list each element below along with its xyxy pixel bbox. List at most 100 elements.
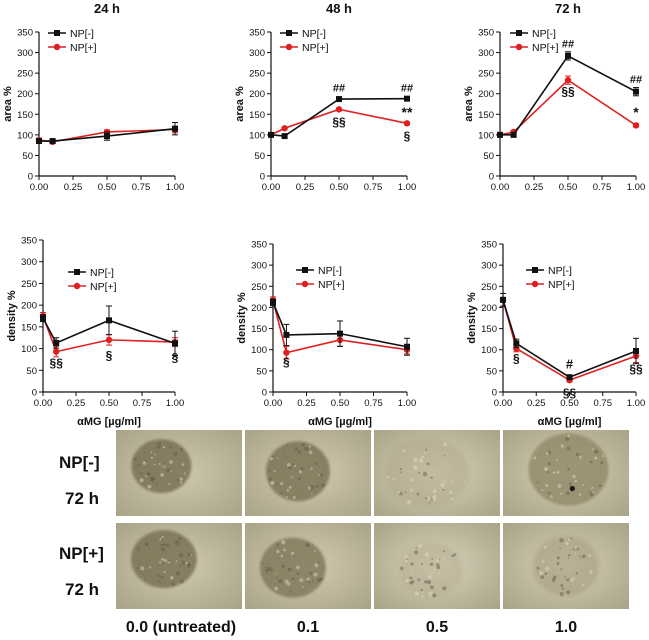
texture-speck bbox=[406, 558, 408, 561]
texture-speck bbox=[157, 444, 160, 447]
y-tick-label: 300 bbox=[17, 48, 33, 59]
data-point-np-plus bbox=[513, 345, 520, 352]
texture-speck bbox=[539, 570, 544, 576]
texture-speck bbox=[292, 463, 295, 466]
x-tick-label: 0.50 bbox=[331, 398, 350, 409]
texture-speck bbox=[316, 578, 321, 583]
y-tick-label: 0 bbox=[489, 172, 494, 183]
texture-speck bbox=[405, 559, 409, 563]
data-point-np-minus bbox=[40, 315, 46, 322]
data-point-np-minus bbox=[53, 339, 60, 346]
texture-speck bbox=[169, 470, 172, 473]
texture-speck bbox=[185, 561, 188, 565]
data-point-np-minus bbox=[172, 125, 178, 132]
texture-speck bbox=[309, 571, 313, 576]
texture-speck bbox=[560, 444, 565, 448]
texture-speck bbox=[148, 473, 151, 476]
y-tick-label: 100 bbox=[249, 130, 265, 141]
texture-speck bbox=[310, 467, 313, 470]
texture-speck bbox=[307, 581, 311, 584]
data-point-np-minus bbox=[633, 347, 639, 354]
legend-marker bbox=[53, 43, 61, 51]
significance-marker: § bbox=[283, 355, 290, 369]
texture-speck bbox=[429, 562, 434, 567]
texture-speck bbox=[275, 483, 278, 486]
y-tick-label: 200 bbox=[478, 89, 494, 100]
texture-speck bbox=[306, 577, 310, 581]
y-tick-label: 200 bbox=[481, 303, 497, 314]
texture-speck bbox=[413, 465, 418, 470]
texture-speck bbox=[451, 479, 454, 482]
x-tick-label: 0.00 bbox=[262, 182, 281, 193]
texture-speck bbox=[158, 462, 161, 466]
texture-speck bbox=[281, 540, 286, 545]
texture-speck bbox=[443, 557, 446, 560]
texture-speck bbox=[453, 553, 457, 557]
texture-speck bbox=[556, 556, 560, 560]
texture-speck bbox=[190, 554, 192, 556]
texture-speck bbox=[536, 481, 539, 484]
texture-speck bbox=[550, 495, 553, 498]
y-tick-label: 300 bbox=[481, 261, 497, 272]
texture-speck bbox=[398, 491, 403, 496]
row-label-np-plus-time: 72 h bbox=[65, 580, 100, 599]
texture-speck bbox=[168, 559, 171, 562]
texture-speck bbox=[264, 568, 269, 573]
y-tick-label: 0 bbox=[260, 172, 265, 183]
texture-speck bbox=[565, 436, 570, 442]
micrograph-np-minus-1-0 bbox=[503, 430, 629, 516]
legend-label: NP[+] bbox=[318, 279, 345, 291]
y-tick-label: 350 bbox=[478, 28, 494, 39]
texture-speck bbox=[150, 451, 153, 454]
y-tick-label: 100 bbox=[17, 130, 33, 141]
x-tick-label: 0.50 bbox=[560, 398, 579, 409]
texture-speck bbox=[544, 566, 550, 571]
texture-speck bbox=[171, 582, 175, 586]
micrograph-np-minus-0-5 bbox=[374, 430, 500, 516]
y-axis-label: area % bbox=[463, 86, 475, 122]
texture-speck bbox=[273, 469, 276, 473]
texture-speck bbox=[568, 482, 572, 486]
legend-marker bbox=[301, 280, 309, 288]
texture-speck bbox=[598, 484, 602, 488]
significance-marker: §§ bbox=[332, 115, 346, 129]
texture-speck bbox=[147, 547, 150, 549]
data-point-np-minus bbox=[500, 296, 506, 303]
x-tick-label: 0.00 bbox=[34, 398, 53, 409]
x-tick-label: 0.50 bbox=[330, 182, 349, 193]
data-point-np-minus bbox=[268, 131, 274, 138]
texture-speck bbox=[134, 466, 137, 469]
data-point-np-minus bbox=[336, 96, 342, 103]
texture-speck bbox=[317, 561, 320, 564]
y-tick-label: 300 bbox=[249, 48, 265, 59]
texture-speck bbox=[560, 568, 563, 571]
texture-speck bbox=[158, 444, 161, 447]
texture-speck bbox=[424, 580, 428, 584]
texture-speck bbox=[150, 456, 154, 460]
texture-speck bbox=[425, 496, 430, 501]
legend-marker bbox=[515, 43, 523, 51]
texture-speck bbox=[293, 555, 295, 558]
texture-speck bbox=[568, 557, 571, 560]
texture-speck bbox=[552, 471, 556, 474]
data-point-np-minus bbox=[104, 133, 110, 140]
series-line-np-plus bbox=[499, 79, 637, 136]
texture-speck bbox=[296, 572, 300, 575]
y-tick-label: 300 bbox=[251, 261, 267, 272]
texture-speck bbox=[291, 476, 293, 479]
texture-speck bbox=[298, 470, 303, 474]
texture-speck bbox=[154, 453, 157, 456]
texture-speck bbox=[158, 561, 162, 564]
texture-speck bbox=[169, 445, 172, 449]
texture-speck bbox=[432, 489, 437, 494]
texture-speck bbox=[463, 480, 466, 483]
texture-speck bbox=[173, 451, 178, 456]
significance-marker: # bbox=[566, 357, 574, 372]
texture-speck bbox=[153, 463, 156, 466]
texture-speck bbox=[547, 462, 551, 466]
texture-speck bbox=[140, 472, 143, 475]
texture-speck bbox=[543, 546, 547, 550]
micrograph-np-minus-0-1 bbox=[245, 430, 371, 516]
data-point-np-plus bbox=[105, 336, 113, 344]
texture-speck bbox=[281, 564, 285, 568]
